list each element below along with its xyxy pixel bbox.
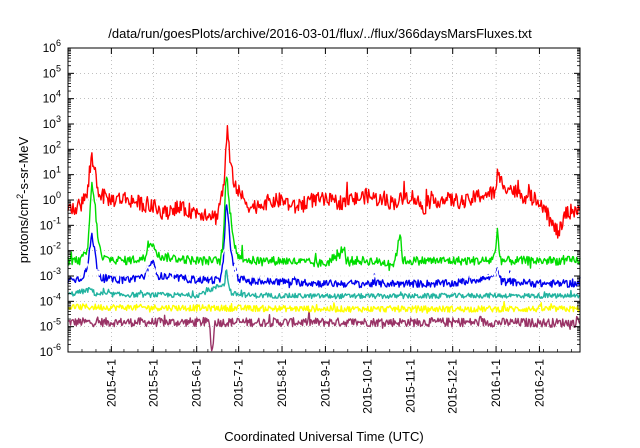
y-tick-label: 10-3	[40, 266, 61, 283]
x-tick-label: 2015-6-1	[190, 359, 204, 407]
series-line	[67, 176, 581, 272]
series-line	[67, 238, 581, 281]
y-tick-label: 100	[43, 190, 61, 207]
x-tick-label: 2015-4-1	[104, 359, 118, 407]
y-tick-label: 105	[43, 63, 61, 80]
axis-ticks	[67, 47, 580, 353]
y-tick-label: 106	[43, 38, 61, 55]
x-tick-label: 2015-12-1	[446, 359, 460, 414]
x-tick-label: 2015-9-1	[318, 359, 332, 407]
y-tick-label: 10-4	[40, 291, 61, 308]
plot-series	[67, 124, 581, 352]
y-tick-label: 10-6	[40, 342, 61, 359]
x-tick-label: 2016-1-1	[489, 359, 503, 407]
x-tick-label: 2015-5-1	[146, 359, 160, 407]
y-tick-label: 101	[43, 165, 61, 182]
series-line	[67, 124, 581, 239]
chart-title: /data/run/goesPlots/archive/2016-03-01/f…	[108, 26, 532, 41]
x-tick-label: 2015-10-1	[360, 359, 374, 414]
y-axis-label: protons/cm2-s-sr-MeV	[15, 136, 31, 263]
x-axis-label: Coordinated Universal Time (UTC)	[224, 429, 423, 444]
series-line	[67, 269, 581, 300]
y-tick-label: 10-2	[40, 241, 61, 258]
y-tick-label: 10-5	[40, 317, 61, 334]
y-tick-label: 104	[43, 89, 61, 106]
y-axis-tick-labels: 10-6 10-5 10-4 10-3 10-2 10-1 100 101 102 103 104 1…	[40, 38, 61, 359]
series-line	[67, 309, 581, 352]
x-tick-label: 2015-7-1	[232, 359, 246, 407]
x-tick-label: 2015-8-1	[275, 359, 289, 407]
x-tick-label: 2016-2-1	[532, 359, 546, 407]
x-tick-label: 2015-11-1	[404, 359, 418, 413]
y-tick-label: 103	[43, 114, 61, 131]
series-line	[67, 301, 581, 314]
y-tick-label: 10-1	[40, 215, 61, 232]
y-tick-label: 102	[43, 139, 61, 156]
x-axis-tick-labels: 2015-4-1 2015-5-1 2015-6-1 2015-7-1 2015-8-1…	[104, 359, 546, 414]
